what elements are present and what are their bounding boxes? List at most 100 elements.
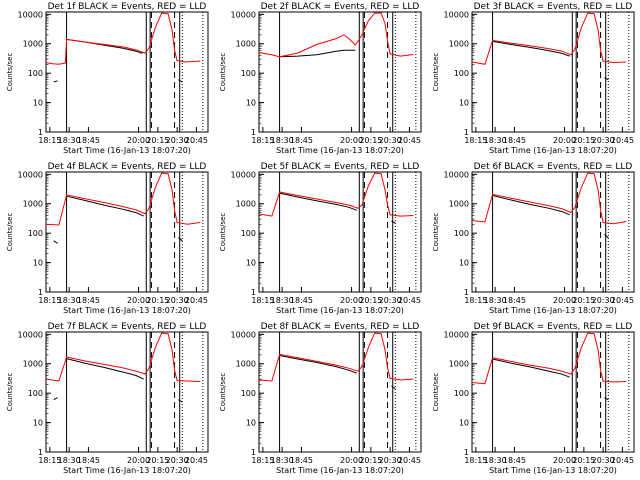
x-tick-label: 20:30 bbox=[592, 136, 615, 145]
x-tick-label: 18:30 bbox=[271, 296, 294, 305]
y-tick-label: 10000 bbox=[231, 330, 256, 339]
x-tick-label: 18:45 bbox=[290, 296, 313, 305]
x-tick-label: 18:15 bbox=[251, 296, 274, 305]
y-tick-label: 10000 bbox=[444, 170, 469, 179]
x-tick-label: 20:00 bbox=[553, 456, 576, 465]
y-axis-label: Counts/sec bbox=[6, 53, 14, 92]
x-tick-label: 20:15 bbox=[146, 296, 169, 305]
x-tick-label: 20:30 bbox=[592, 296, 615, 305]
plot-frame bbox=[45, 171, 209, 293]
x-tick-label: 18:15 bbox=[464, 456, 487, 465]
plot-title: Det 4f BLACK = Events, RED = LLD bbox=[48, 162, 207, 172]
plot-frame bbox=[258, 331, 422, 453]
x-tick-label: 20:15 bbox=[146, 136, 169, 145]
y-tick-label: 10 bbox=[33, 419, 43, 428]
x-tick-label: 18:45 bbox=[77, 456, 100, 465]
x-tick-label: 18:15 bbox=[251, 136, 274, 145]
y-tick-label: 100 bbox=[241, 389, 256, 398]
series-events-line bbox=[279, 355, 396, 390]
x-tick-label: 20:00 bbox=[340, 456, 363, 465]
y-tick-label: 100 bbox=[241, 229, 256, 238]
y-tick-label: 1000 bbox=[236, 360, 256, 369]
x-tick-label: 18:45 bbox=[290, 456, 313, 465]
y-tick-label: 1000 bbox=[449, 40, 469, 49]
x-tick-label: 18:15 bbox=[38, 136, 61, 145]
plot-frame bbox=[258, 171, 422, 293]
y-tick-label: 10000 bbox=[444, 10, 469, 19]
y-axis-label: Counts/sec bbox=[432, 53, 440, 92]
x-tick-label: 20:00 bbox=[340, 136, 363, 145]
x-tick-label: 18:15 bbox=[38, 296, 61, 305]
y-axis-label: Counts/sec bbox=[219, 213, 227, 252]
x-tick-label: 20:00 bbox=[127, 456, 150, 465]
series-events-line bbox=[492, 195, 609, 239]
series-events-line bbox=[492, 358, 609, 401]
y-tick-label: 10 bbox=[459, 419, 469, 428]
y-tick-label: 1 bbox=[251, 448, 256, 457]
x-tick-label: 18:45 bbox=[503, 136, 526, 145]
x-tick-label: 20:15 bbox=[572, 136, 595, 145]
y-tick-label: 10 bbox=[246, 99, 256, 108]
x-tick-label: 20:15 bbox=[359, 136, 382, 145]
x-tick-label: 20:30 bbox=[166, 456, 189, 465]
y-tick-label: 1000 bbox=[23, 200, 43, 209]
y-tick-label: 10000 bbox=[231, 170, 256, 179]
x-tick-label: 18:30 bbox=[58, 296, 81, 305]
y-axis-label: Counts/sec bbox=[219, 53, 227, 92]
x-tick-label: 18:45 bbox=[503, 456, 526, 465]
x-tick-label: 20:15 bbox=[359, 296, 382, 305]
x-tick-label: 18:45 bbox=[77, 136, 100, 145]
y-tick-label: 1000 bbox=[449, 360, 469, 369]
series-lld-line bbox=[471, 332, 627, 385]
series-lld-line bbox=[471, 172, 627, 225]
plot-frame bbox=[471, 171, 635, 293]
y-tick-label: 10 bbox=[246, 419, 256, 428]
plot-title: Det 5f BLACK = Events, RED = LLD bbox=[261, 162, 420, 172]
x-tick-label: 18:30 bbox=[271, 456, 294, 465]
y-tick-label: 1 bbox=[38, 288, 43, 297]
y-tick-label: 10000 bbox=[18, 330, 43, 339]
y-tick-label: 1 bbox=[251, 288, 256, 297]
y-tick-label: 10000 bbox=[231, 10, 256, 19]
series-lld-line bbox=[258, 332, 414, 382]
y-tick-label: 1000 bbox=[449, 200, 469, 209]
y-tick-label: 1 bbox=[38, 128, 43, 137]
plot-title: Det 7f BLACK = Events, RED = LLD bbox=[48, 322, 207, 332]
y-tick-label: 100 bbox=[454, 389, 469, 398]
x-tick-label: 20:45 bbox=[398, 136, 421, 145]
series-events-line bbox=[53, 358, 183, 403]
x-tick-label: 20:00 bbox=[340, 296, 363, 305]
y-tick-label: 100 bbox=[241, 69, 256, 78]
x-tick-label: 18:15 bbox=[251, 456, 274, 465]
y-tick-label: 10 bbox=[459, 99, 469, 108]
y-tick-label: 1000 bbox=[23, 360, 43, 369]
x-axis-label: Start Time (16-Jan-13 18:07:20) bbox=[63, 466, 191, 475]
x-tick-label: 20:30 bbox=[379, 136, 402, 145]
y-axis-label: Counts/sec bbox=[6, 213, 14, 252]
x-tick-label: 18:45 bbox=[77, 296, 100, 305]
x-tick-label: 18:15 bbox=[464, 136, 487, 145]
plot-frame bbox=[471, 331, 635, 453]
x-tick-label: 20:45 bbox=[185, 136, 208, 145]
x-axis-label: Start Time (16-Jan-13 18:07:20) bbox=[489, 146, 617, 155]
y-tick-label: 100 bbox=[28, 389, 43, 398]
x-tick-label: 18:30 bbox=[484, 456, 507, 465]
series-events-line bbox=[53, 195, 183, 244]
plot-title: Det 8f BLACK = Events, RED = LLD bbox=[261, 322, 420, 332]
x-tick-label: 20:00 bbox=[553, 136, 576, 145]
x-tick-label: 20:45 bbox=[611, 136, 634, 145]
x-tick-label: 18:30 bbox=[484, 296, 507, 305]
plot-title: Det 1f BLACK = Events, RED = LLD bbox=[48, 2, 207, 12]
y-tick-label: 10 bbox=[33, 259, 43, 268]
x-tick-label: 20:30 bbox=[592, 456, 615, 465]
x-tick-label: 20:45 bbox=[611, 456, 634, 465]
x-tick-label: 20:30 bbox=[166, 296, 189, 305]
x-tick-label: 20:45 bbox=[398, 296, 421, 305]
y-tick-label: 10 bbox=[459, 259, 469, 268]
x-tick-label: 18:15 bbox=[464, 296, 487, 305]
y-tick-label: 1 bbox=[464, 288, 469, 297]
plot-title: Det 6f BLACK = Events, RED = LLD bbox=[474, 162, 633, 172]
y-axis-label: Counts/sec bbox=[219, 373, 227, 412]
x-axis-label: Start Time (16-Jan-13 18:07:20) bbox=[489, 466, 617, 475]
y-axis-label: Counts/sec bbox=[432, 373, 440, 412]
